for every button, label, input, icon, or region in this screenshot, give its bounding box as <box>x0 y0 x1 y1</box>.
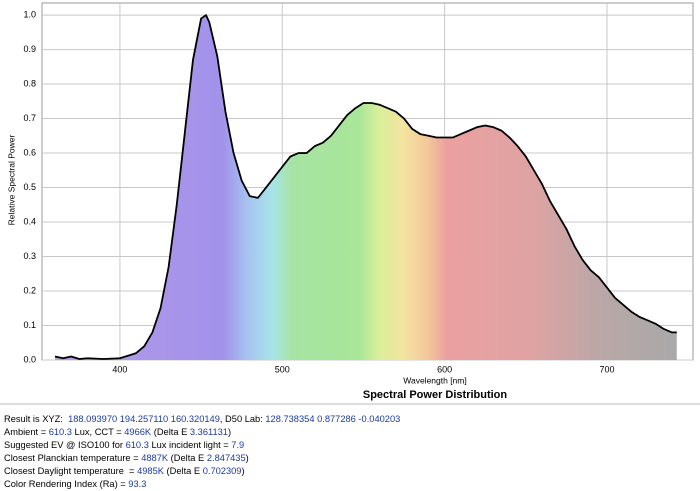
readout-line: Closest Daylight temperature = 4985K (De… <box>4 465 400 478</box>
y-tick-label: 0.3 <box>23 251 36 261</box>
readout-text: (Delta E <box>168 453 207 463</box>
readout-text: (Delta E <box>163 466 203 476</box>
y-tick-label: 0.0 <box>23 354 36 364</box>
readout-text: Lux incident light = <box>148 440 232 450</box>
readout-text: Closest Daylight temperature = <box>4 466 138 476</box>
readout-line: Suggested EV @ ISO100 for 610.3 Lux inci… <box>4 439 400 452</box>
readout-value: 4985K <box>137 466 164 476</box>
y-tick-label: 0.1 <box>23 320 36 330</box>
x-axis-label: Wavelength [nm] <box>403 375 466 385</box>
x-tick-label: 700 <box>599 364 614 374</box>
readout-text: ) <box>245 453 249 463</box>
readout-value: 4887K <box>141 453 169 463</box>
readout-text: Closest Planckian temperature = <box>4 453 142 463</box>
area-fill <box>54 15 677 360</box>
readout-value: 188.093970 194.257110 160.320149 <box>68 414 220 424</box>
readout-value: 4966K <box>124 427 152 437</box>
y-tick-label: 1.0 <box>23 9 36 19</box>
y-axis-label: Relative Spectral Power <box>6 134 16 225</box>
labels: 0.0 0.1 0.2 0.3 0.4 0.5 0.6 0.7 0.8 0.9 1.0 400 500 6… <box>23 9 614 374</box>
y-tick-label: 0.6 <box>23 147 36 157</box>
readout-value: 2.847435 <box>206 453 246 463</box>
readout-line: Result is XYZ: 188.093970 194.257110 160… <box>4 413 400 426</box>
y-tick-label: 0.7 <box>23 113 36 123</box>
y-tick-label: 0.8 <box>23 78 36 88</box>
readout-text: Ambient = <box>4 427 49 437</box>
readout-text: Result is XYZ: <box>4 414 69 424</box>
y-tick-label: 0.2 <box>23 285 36 295</box>
y-tick-label: 0.4 <box>23 216 36 226</box>
readout-value: 610.3 <box>125 440 149 450</box>
x-tick-label: 600 <box>437 364 452 374</box>
readout-value: 128.738354 0.877286 -0.040203 <box>265 414 401 424</box>
readout-text: Suggested EV @ ISO100 for <box>4 440 126 450</box>
readout-text: (Delta E <box>151 427 190 437</box>
readout-text: , D50 Lab: <box>219 414 266 424</box>
x-tick-label: 400 <box>112 364 127 374</box>
readout-text: Lux, CCT = <box>71 427 125 437</box>
y-tick-label: 0.9 <box>23 44 36 54</box>
readout-value: 93.3 <box>128 479 147 489</box>
spectrum-line <box>54 14 677 360</box>
chart-title: Spectral Power Distribution <box>363 389 508 401</box>
readout-value: 7.9 <box>231 440 245 450</box>
readout-value: 0.702309 <box>202 466 242 476</box>
chart: 0.0 0.1 0.2 0.3 0.4 0.5 0.6 0.7 0.8 0.9 1.0 400 500 6… <box>0 2 700 405</box>
y-tick-label: 0.5 <box>23 182 36 192</box>
readout-text: ) <box>227 427 232 437</box>
readout-value: 3.361131 <box>189 427 228 437</box>
x-tick-label: 500 <box>275 364 290 374</box>
readout-text: Color Rendering Index (Ra) = <box>4 479 129 489</box>
marks <box>54 14 677 360</box>
readout-text: ) <box>241 466 245 476</box>
readout: Result is XYZ: 188.093970 194.257110 160… <box>4 413 400 491</box>
readout-line: Closest Planckian temperature = 4887K (D… <box>4 452 400 465</box>
readout-line: Ambient = 610.3 Lux, CCT = 4966K (Delta … <box>4 426 400 439</box>
readout-value: 610.3 <box>48 427 72 437</box>
